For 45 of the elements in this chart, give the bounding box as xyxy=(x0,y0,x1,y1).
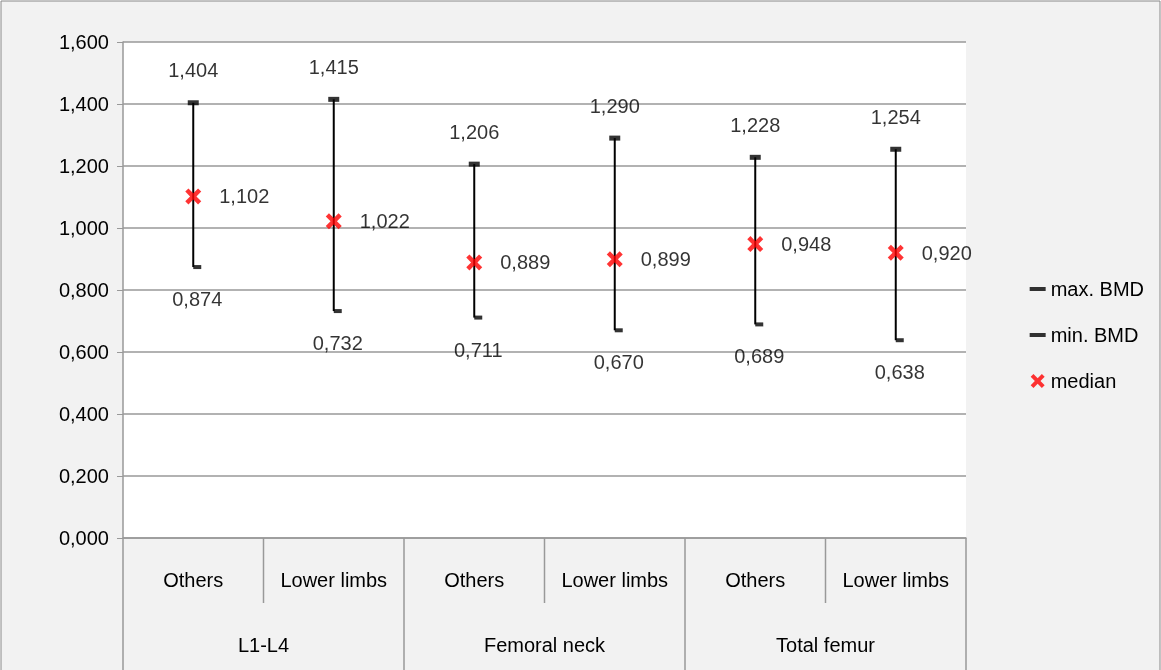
data-label: 0,874 xyxy=(172,288,223,311)
data-label: 1,404 xyxy=(168,59,219,82)
point xyxy=(325,213,342,230)
legend-label: max. BMD xyxy=(1050,278,1144,300)
point xyxy=(466,254,483,271)
legend-label: median xyxy=(1050,370,1117,392)
y-tick-label: 1,200 xyxy=(58,155,109,177)
data-label: 0,689 xyxy=(734,345,785,368)
y-tick-label: 0,000 xyxy=(58,527,109,549)
y-tick-label: 0,600 xyxy=(58,341,109,363)
y-tick-label: 1,000 xyxy=(58,217,109,239)
text: Femoral neck xyxy=(483,634,607,656)
x-tick-label: Lower limbs xyxy=(280,569,388,591)
data-label: 0,899 xyxy=(640,248,691,271)
data-label: 1,102 xyxy=(219,185,270,208)
x-tick-label: Others xyxy=(725,569,786,591)
text: L1-L4 xyxy=(237,634,290,656)
data-label: 1,206 xyxy=(449,120,500,143)
x-tick-label: Others xyxy=(444,569,505,591)
data-label: 0,920 xyxy=(921,241,972,264)
y-tick-label: 1,400 xyxy=(58,93,109,115)
y-tick-label: 1,600 xyxy=(58,31,109,53)
x-tick-label: Lower limbs xyxy=(561,569,669,591)
data-label: 1,415 xyxy=(308,55,359,78)
x-tick-label: Lower limbs xyxy=(842,569,950,591)
data-label: 1,022 xyxy=(359,210,410,233)
data-label: 1,254 xyxy=(870,105,921,128)
data-label: 0,889 xyxy=(500,251,551,274)
data-label: 1,228 xyxy=(730,113,781,136)
data-label: 0,711 xyxy=(453,338,503,361)
y-tick-label: 0,400 xyxy=(58,403,109,425)
text: Total femur xyxy=(776,634,876,656)
point xyxy=(887,244,904,261)
data-label: 0,948 xyxy=(781,233,832,256)
legend-label: min. BMD xyxy=(1050,324,1139,346)
point xyxy=(747,236,764,253)
data-label: 0,638 xyxy=(874,361,925,384)
y-tick-label: 0,200 xyxy=(58,465,109,487)
point xyxy=(185,188,202,205)
data-label: 0,670 xyxy=(593,351,644,374)
y-tick-label: 0,800 xyxy=(58,279,109,301)
data-label: 0,732 xyxy=(312,332,363,355)
data-label: 1,290 xyxy=(589,94,640,117)
point xyxy=(606,251,623,268)
x-tick-label: Others xyxy=(163,569,224,591)
